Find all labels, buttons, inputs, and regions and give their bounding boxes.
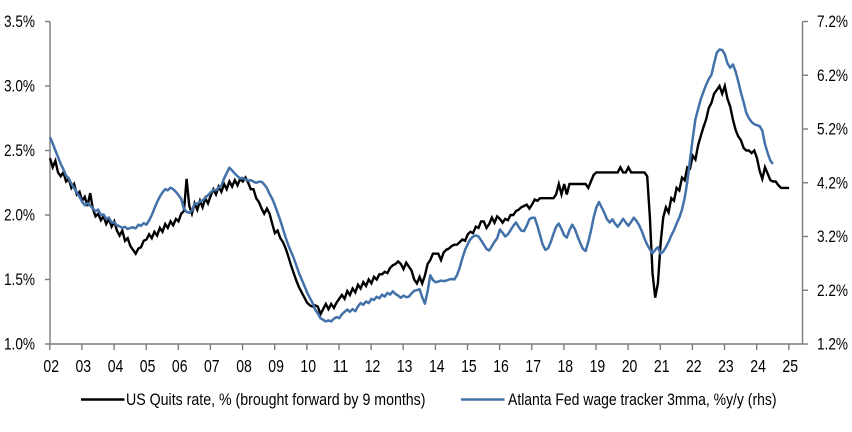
svg-text:21: 21 bbox=[654, 356, 670, 376]
svg-text:5.2%: 5.2% bbox=[817, 121, 848, 139]
svg-text:03: 03 bbox=[76, 356, 92, 376]
svg-text:07: 07 bbox=[204, 356, 220, 376]
svg-text:12: 12 bbox=[365, 356, 381, 376]
svg-text:18: 18 bbox=[558, 356, 574, 376]
svg-text:4.2%: 4.2% bbox=[817, 174, 848, 192]
svg-text:13: 13 bbox=[397, 356, 413, 376]
svg-text:7.2%: 7.2% bbox=[817, 13, 848, 31]
svg-text:3.2%: 3.2% bbox=[817, 228, 848, 246]
svg-text:22: 22 bbox=[686, 356, 702, 376]
svg-text:3.5%: 3.5% bbox=[4, 13, 35, 31]
svg-text:11: 11 bbox=[333, 356, 349, 376]
svg-text:14: 14 bbox=[429, 356, 445, 376]
svg-text:2.2%: 2.2% bbox=[817, 282, 848, 300]
svg-text:US Quits rate, % (brought forw: US Quits rate, % (brought forward by 9 m… bbox=[126, 391, 426, 409]
svg-text:23: 23 bbox=[718, 356, 734, 376]
svg-text:19: 19 bbox=[590, 356, 606, 376]
svg-text:09: 09 bbox=[268, 356, 284, 376]
svg-text:04: 04 bbox=[108, 356, 124, 376]
svg-text:3.0%: 3.0% bbox=[4, 78, 35, 96]
svg-text:1.5%: 1.5% bbox=[4, 271, 35, 289]
svg-text:10: 10 bbox=[300, 356, 316, 376]
svg-text:Atlanta Fed wage tracker 3mma,: Atlanta Fed wage tracker 3mma, %y/y (rhs… bbox=[508, 391, 777, 409]
svg-text:05: 05 bbox=[140, 356, 156, 376]
svg-text:17: 17 bbox=[525, 356, 541, 376]
svg-text:1.2%: 1.2% bbox=[817, 336, 848, 354]
svg-text:25: 25 bbox=[782, 356, 798, 376]
svg-text:02: 02 bbox=[43, 356, 59, 376]
svg-text:06: 06 bbox=[172, 356, 188, 376]
svg-text:16: 16 bbox=[493, 356, 509, 376]
svg-text:1.0%: 1.0% bbox=[4, 336, 35, 354]
svg-text:2.0%: 2.0% bbox=[4, 207, 35, 225]
svg-text:6.2%: 6.2% bbox=[817, 67, 848, 85]
svg-text:20: 20 bbox=[622, 356, 638, 376]
svg-text:2.5%: 2.5% bbox=[4, 142, 35, 160]
svg-text:24: 24 bbox=[750, 356, 766, 376]
svg-text:15: 15 bbox=[461, 356, 477, 376]
svg-text:08: 08 bbox=[236, 356, 252, 376]
